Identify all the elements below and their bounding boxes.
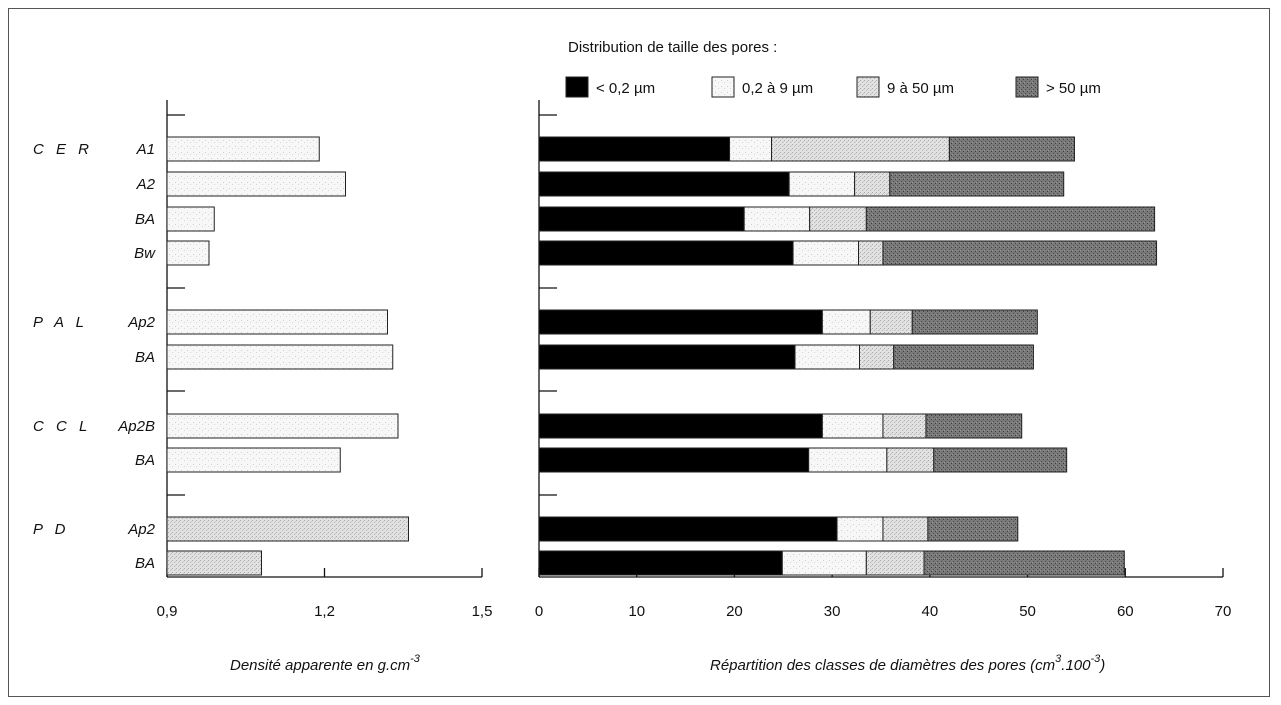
pore-class-segment xyxy=(792,240,860,266)
pore-class-segment xyxy=(809,206,867,232)
pore-class-segment xyxy=(927,516,1019,542)
legend-swatch xyxy=(1015,76,1039,98)
left-x-tick-label: 1,5 xyxy=(472,603,493,620)
group-label: P D xyxy=(33,521,69,538)
pore-class-segment xyxy=(933,447,1068,473)
density-bar xyxy=(166,136,320,162)
density-bar xyxy=(166,550,262,576)
density-bar xyxy=(166,516,409,542)
density-bar xyxy=(166,240,210,266)
pore-class-segment xyxy=(925,413,1023,439)
pore-class-segment xyxy=(886,447,935,473)
pore-class-segment xyxy=(882,240,1158,266)
pore-class-segment xyxy=(859,344,895,370)
left-x-tick-label: 0,9 xyxy=(157,603,178,620)
horizon-label: Ap2 xyxy=(127,521,155,538)
horizon-label: Ap2B xyxy=(117,418,155,435)
density-bar xyxy=(166,413,399,439)
horizon-label: BA xyxy=(135,211,155,228)
density-bar xyxy=(166,206,215,232)
pore-class-segment xyxy=(538,171,790,197)
pore-class-segment xyxy=(911,309,1038,335)
pore-class-segment xyxy=(893,344,1034,370)
legend-swatch xyxy=(565,76,589,98)
left-x-tick-label: 1,2 xyxy=(314,603,335,620)
horizon-label: BA xyxy=(135,349,155,366)
legend-swatch xyxy=(711,76,735,98)
pore-class-segment xyxy=(836,516,884,542)
legend-label: < 0,2 µm xyxy=(596,80,655,97)
pore-class-segment xyxy=(788,171,856,197)
horizon-label: Ap2 xyxy=(127,314,155,331)
horizon-label: A1 xyxy=(136,141,155,158)
legend-label: 9 à 50 µm xyxy=(887,80,954,97)
density-bar xyxy=(166,344,394,370)
right-x-tick-label: 10 xyxy=(628,603,645,620)
horizon-label: BA xyxy=(135,452,155,469)
horizon-label: Bw xyxy=(134,245,156,262)
pore-class-segment xyxy=(538,136,731,162)
pore-class-segment xyxy=(882,516,929,542)
right-x-tick-label: 30 xyxy=(824,603,841,620)
density-bar xyxy=(166,447,341,473)
legend-swatch xyxy=(856,76,880,98)
horizon-label: A2 xyxy=(136,176,156,193)
figure-frame xyxy=(8,8,1270,697)
pore-class-segment xyxy=(869,309,913,335)
pore-class-segment xyxy=(854,171,891,197)
right-x-tick-label: 0 xyxy=(535,603,543,620)
right-x-tick-label: 20 xyxy=(726,603,743,620)
pore-class-segment xyxy=(538,206,745,232)
group-label: P A L xyxy=(33,314,88,331)
group-label: C E R xyxy=(33,141,93,158)
pore-class-segment xyxy=(882,413,927,439)
group-label: C C L xyxy=(33,418,91,435)
pore-class-segment xyxy=(865,550,925,576)
pore-class-segment xyxy=(538,344,796,370)
legend-title: Distribution de taille des pores : xyxy=(568,39,777,56)
pore-class-segment xyxy=(538,516,838,542)
pore-class-segment xyxy=(865,206,1156,232)
density-bar xyxy=(166,171,346,197)
pore-class-segment xyxy=(821,413,884,439)
pore-class-segment xyxy=(794,344,861,370)
pore-class-segment xyxy=(538,309,823,335)
pore-class-segment xyxy=(743,206,811,232)
horizon-label: BA xyxy=(135,555,155,572)
right-x-tick-label: 50 xyxy=(1019,603,1036,620)
right-x-tick-label: 70 xyxy=(1215,603,1232,620)
right-x-tick-label: 60 xyxy=(1117,603,1134,620)
density-bar xyxy=(166,309,388,335)
legend-label: 0,2 à 9 µm xyxy=(742,80,813,97)
pore-class-segment xyxy=(729,136,773,162)
legend-label: > 50 µm xyxy=(1046,80,1101,97)
right-x-tick-label: 40 xyxy=(922,603,939,620)
pore-class-segment xyxy=(821,309,871,335)
left-axis-title: Densité apparente en g.cm-3 xyxy=(230,653,421,674)
pore-class-segment xyxy=(538,240,794,266)
pore-class-segment xyxy=(538,447,810,473)
pore-class-chart: 0 10 20 30 40 50 60 70 xyxy=(535,100,1232,620)
pore-class-segment xyxy=(808,447,888,473)
bulk-density-chart: 0,9 1,2 1,5 C E R A1 A2 BA Bw P A L Ap2 BA C C L Ap2… xyxy=(33,100,492,620)
pore-class-segment xyxy=(923,550,1125,576)
pore-class-segment xyxy=(781,550,867,576)
pore-class-segment xyxy=(889,171,1065,197)
pore-class-segment xyxy=(538,550,783,576)
pore-class-segment xyxy=(771,136,950,162)
pore-class-segment xyxy=(948,136,1075,162)
pore-class-segment xyxy=(858,240,884,266)
pore-class-segment xyxy=(538,413,823,439)
right-axis-title: Répartition des classes de diamètres des… xyxy=(710,653,1105,674)
legend: < 0,2 µm 0,2 à 9 µm 9 à 50 µm > 50 µm xyxy=(565,76,1101,98)
